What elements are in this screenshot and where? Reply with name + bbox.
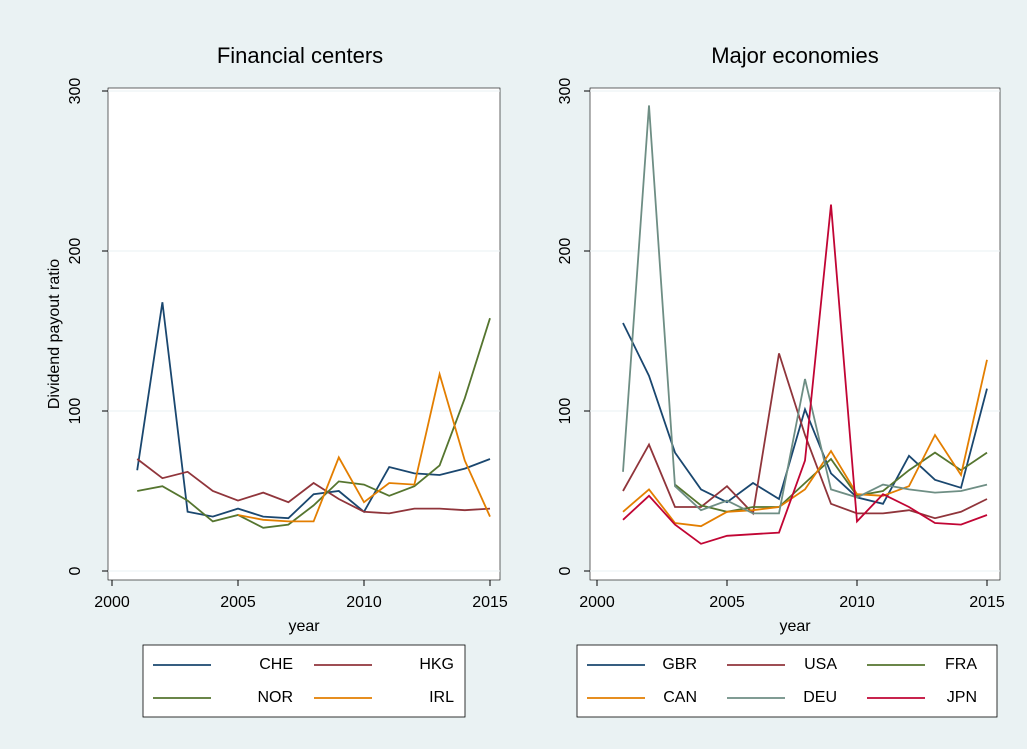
data-line — [622, 322, 988, 505]
y-tick-label: 200 — [557, 238, 574, 265]
data-line — [622, 204, 988, 545]
data-line — [237, 370, 491, 523]
y-tick-label: 200 — [67, 238, 84, 265]
y-tick-label: 100 — [557, 398, 574, 425]
x-axis-label: year — [779, 618, 811, 635]
chart-title: Major economies — [711, 43, 879, 68]
x-tick-label: 2005 — [220, 594, 256, 611]
data-line — [622, 105, 988, 515]
data-line — [137, 317, 491, 529]
y-tick-label: 0 — [67, 566, 84, 575]
data-line — [622, 359, 988, 528]
x-tick-label: 2010 — [839, 594, 875, 611]
x-tick-label: 2005 — [709, 594, 745, 611]
x-tick-label: 2000 — [579, 594, 615, 611]
legend-box — [142, 644, 466, 718]
data-line — [622, 353, 988, 520]
x-tick-label: 2000 — [94, 594, 130, 611]
legend-label: IRL — [429, 689, 454, 706]
y-tick-label: 0 — [557, 566, 574, 575]
legend-label: CHE — [259, 656, 293, 673]
y-tick-label: 300 — [67, 78, 84, 105]
data-line — [136, 458, 491, 515]
plot-area — [107, 87, 501, 581]
x-tick-label: 2015 — [969, 594, 1005, 611]
data-line — [136, 302, 491, 520]
legend-label: HKG — [419, 656, 454, 673]
legend-label: NOR — [257, 689, 293, 706]
legend-label: USA — [804, 656, 837, 673]
legend-label: JPN — [947, 689, 977, 706]
legend-box — [576, 644, 998, 718]
y-tick-label: 300 — [557, 78, 574, 105]
x-tick-label: 2015 — [472, 594, 508, 611]
legend-label: FRA — [945, 656, 977, 673]
chart-title: Financial centers — [217, 43, 383, 68]
legend-label: CAN — [663, 689, 697, 706]
plot-area — [589, 87, 1001, 581]
legend-label: DEU — [803, 689, 837, 706]
x-axis-label: year — [288, 618, 320, 635]
y-axis-label: Dividend payout ratio — [46, 259, 63, 409]
x-tick-label: 2010 — [346, 594, 382, 611]
y-tick-label: 100 — [67, 398, 84, 425]
legend-label: GBR — [662, 656, 697, 673]
